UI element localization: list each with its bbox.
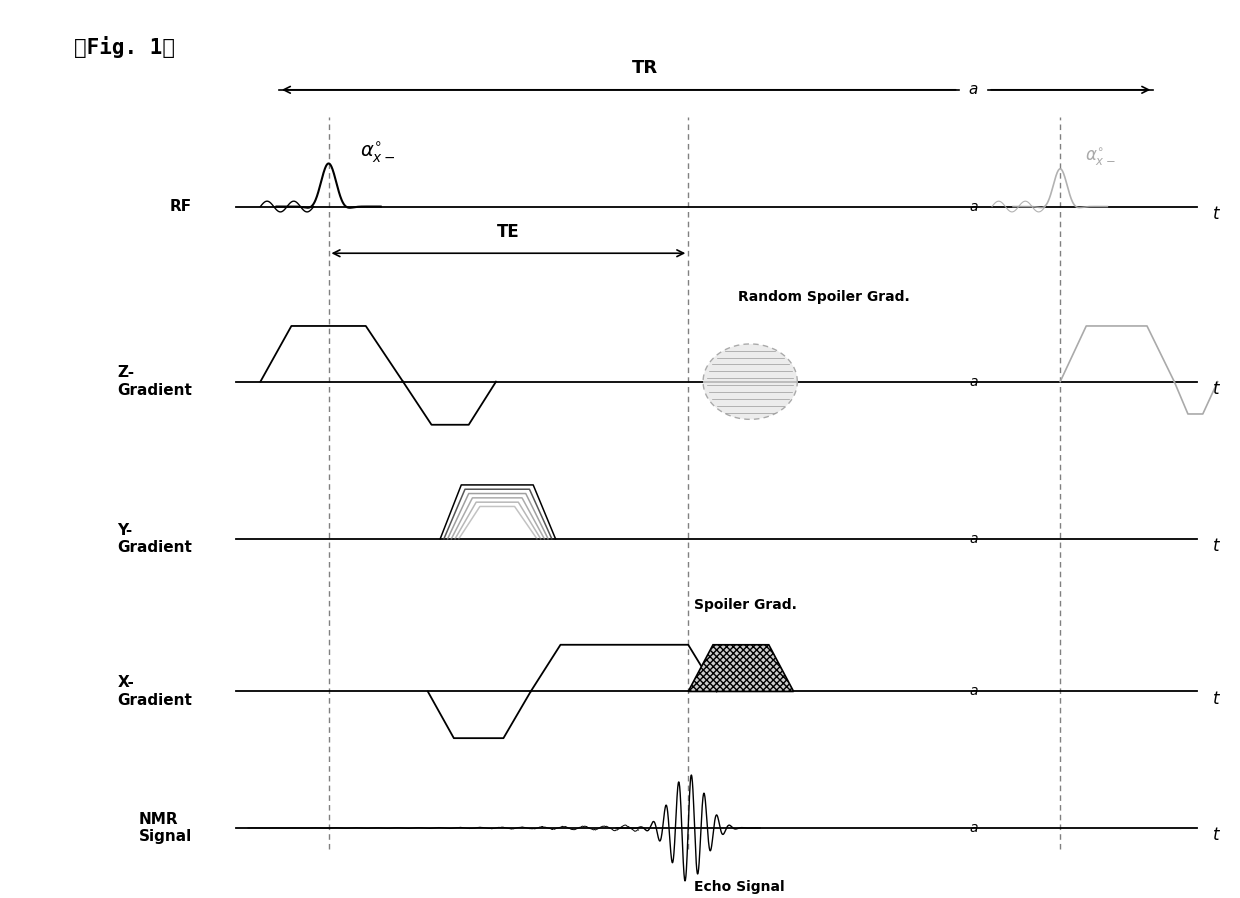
Text: RF: RF: [170, 199, 192, 214]
Text: TE: TE: [497, 223, 520, 241]
Text: $\it{a}$: $\it{a}$: [968, 684, 978, 699]
Text: t: t: [1213, 826, 1219, 844]
Ellipse shape: [703, 344, 797, 419]
Text: 【Fig. 1】: 【Fig. 1】: [74, 36, 175, 57]
Text: $\it{a}$: $\it{a}$: [968, 532, 978, 546]
Text: $\it{a}$: $\it{a}$: [968, 374, 978, 389]
Text: Echo Signal: Echo Signal: [694, 880, 785, 894]
Text: $\alpha^{\circ}_{x-}$: $\alpha^{\circ}_{x-}$: [1085, 146, 1116, 168]
Text: $\it{a}$: $\it{a}$: [968, 83, 978, 97]
Text: Z-
Gradient: Z- Gradient: [118, 365, 192, 398]
Text: Y-
Gradient: Y- Gradient: [118, 523, 192, 555]
Text: TR: TR: [631, 59, 658, 77]
Text: $\it{a}$: $\it{a}$: [968, 199, 978, 214]
Text: t: t: [1213, 380, 1219, 398]
Text: NMR
Signal: NMR Signal: [139, 812, 192, 844]
Text: Random Spoiler Grad.: Random Spoiler Grad.: [738, 289, 910, 304]
Text: t: t: [1213, 537, 1219, 555]
Text: t: t: [1213, 205, 1219, 223]
Text: Spoiler Grad.: Spoiler Grad.: [694, 598, 797, 612]
Text: $\it{a}$: $\it{a}$: [968, 821, 978, 835]
Text: $\boldsymbol{\alpha^{\circ}_{x-}}$: $\boldsymbol{\alpha^{\circ}_{x-}}$: [360, 140, 396, 165]
Text: X-
Gradient: X- Gradient: [118, 675, 192, 708]
Text: t: t: [1213, 690, 1219, 708]
Polygon shape: [688, 645, 794, 691]
